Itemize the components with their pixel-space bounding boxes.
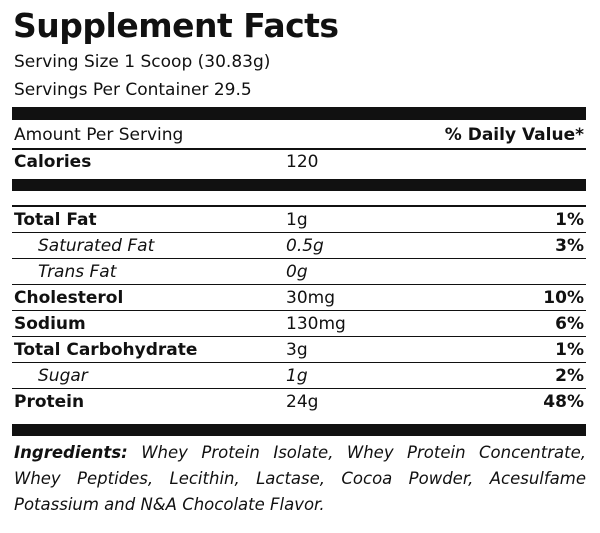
calories-label: Calories: [14, 152, 92, 172]
nutrient-row: Total Fat 1g 1%: [12, 207, 586, 233]
nutrient-row: Sugar 1g 2%: [12, 363, 586, 389]
nutrient-amount: 30mg: [286, 287, 335, 308]
nutrient-row: Sodium 130mg 6%: [12, 311, 586, 337]
nutrient-amount: 0g: [286, 261, 308, 282]
serving-size: Serving Size 1 Scoop (30.83g): [14, 52, 271, 72]
nutrient-name: Protein: [14, 391, 85, 412]
nutrient-amount: 0.5g: [286, 235, 324, 256]
nutrient-row: Total Carbohydrate 3g 1%: [12, 337, 586, 363]
daily-value: 48%: [543, 391, 584, 412]
nutrient-name: Trans Fat: [38, 261, 117, 282]
nutrient-amount: 130mg: [286, 313, 346, 334]
thick-rule: [12, 179, 586, 191]
nutrient-amount: 24g: [286, 391, 319, 412]
nutrient-name: Total Carbohydrate: [14, 339, 198, 360]
ingredients-label: Ingredients:: [14, 443, 128, 462]
nutrient-table: Total Fat 1g 1% Saturated Fat 0.5g 3% Trans Fa…: [12, 205, 586, 414]
daily-value-header: % Daily Value*: [444, 125, 584, 145]
nutrient-row: Cholesterol 30mg 10%: [12, 285, 586, 311]
ingredients: Ingredients: Whey Protein Isolate, Whey …: [14, 440, 586, 518]
nutrient-amount: 3g: [286, 339, 308, 360]
daily-value: 2%: [555, 365, 584, 386]
nutrient-row: Protein 24g 48%: [12, 389, 586, 414]
nutrient-name: Total Fat: [14, 209, 97, 230]
nutrient-name: Sodium: [14, 313, 86, 334]
servings-per-container: Servings Per Container 29.5: [14, 80, 252, 100]
calories-value: 120: [286, 152, 319, 172]
nutrient-row: Trans Fat 0g: [12, 259, 586, 285]
ingredients-text: Whey Protein Isolate, Whey Protein Conce…: [14, 443, 586, 514]
nutrient-row: Saturated Fat 0.5g 3%: [12, 233, 586, 259]
thin-rule: [12, 148, 586, 150]
thick-rule: [12, 107, 586, 120]
nutrient-name: Cholesterol: [14, 287, 124, 308]
thick-rule: [12, 424, 586, 436]
nutrient-name: Saturated Fat: [38, 235, 155, 256]
nutrient-amount: 1g: [286, 365, 308, 386]
header-row: Amount Per Serving % Daily Value*: [14, 125, 584, 145]
calories-row: Calories 120: [14, 152, 584, 172]
daily-value: 6%: [555, 313, 584, 334]
title: Supplement Facts: [13, 6, 339, 45]
amount-header: Amount Per Serving: [14, 125, 184, 145]
daily-value: 1%: [555, 339, 584, 360]
daily-value: 1%: [555, 209, 584, 230]
daily-value: 3%: [555, 235, 584, 256]
nutrient-amount: 1g: [286, 209, 308, 230]
nutrient-name: Sugar: [38, 365, 88, 386]
daily-value: 10%: [543, 287, 584, 308]
